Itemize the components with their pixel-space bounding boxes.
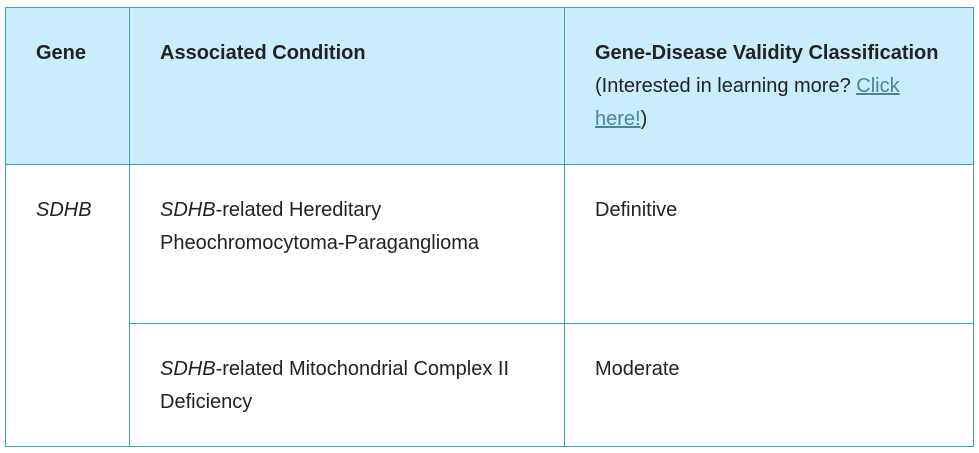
- header-note: ): [640, 108, 648, 130]
- classification: Definitive: [595, 199, 678, 221]
- condition: -related Mitochondrial Complex II Defici…: [160, 358, 510, 413]
- header-cell: Gene: [5, 7, 130, 165]
- header-text: Gene-Disease Validity Classification: [595, 42, 939, 64]
- link[interactable]: Click here!: [595, 75, 900, 130]
- classification-cell: Definitive: [564, 164, 974, 324]
- header-text: Gene: [36, 42, 87, 64]
- header-text: Associated Condition: [160, 42, 366, 64]
- condition-cell: SDHB-related Hereditary Pheochromocytoma…: [129, 164, 565, 324]
- header-note: (Interested in learning more?: [595, 75, 851, 97]
- row: SDHB SDHB-related Hereditary Pheochromoc…: [5, 164, 974, 447]
- header-cell: Associated Condition: [129, 7, 565, 165]
- gene: SDHB: [36, 199, 92, 221]
- condition-cell: SDHB-related Mitochondrial Complex II De…: [129, 323, 565, 447]
- condition: -related Hereditary Pheochromocytoma-Par…: [160, 199, 480, 254]
- gene-table: Gene Associated Condition Gene-Disease V…: [5, 7, 974, 447]
- header-cell: Gene-Disease Validity Classification (In…: [564, 7, 974, 165]
- row: SDHB-related Mitochondrial Complex II De…: [6, 323, 974, 447]
- classification-cell: Moderate: [564, 323, 974, 447]
- gene-ref: SDHB: [160, 358, 216, 380]
- gene-cell: SDHB: [5, 164, 130, 447]
- gene-ref: SDHB: [160, 199, 216, 221]
- classification: Moderate: [595, 358, 680, 380]
- header-row: Gene Associated Condition Gene-Disease V…: [5, 7, 974, 165]
